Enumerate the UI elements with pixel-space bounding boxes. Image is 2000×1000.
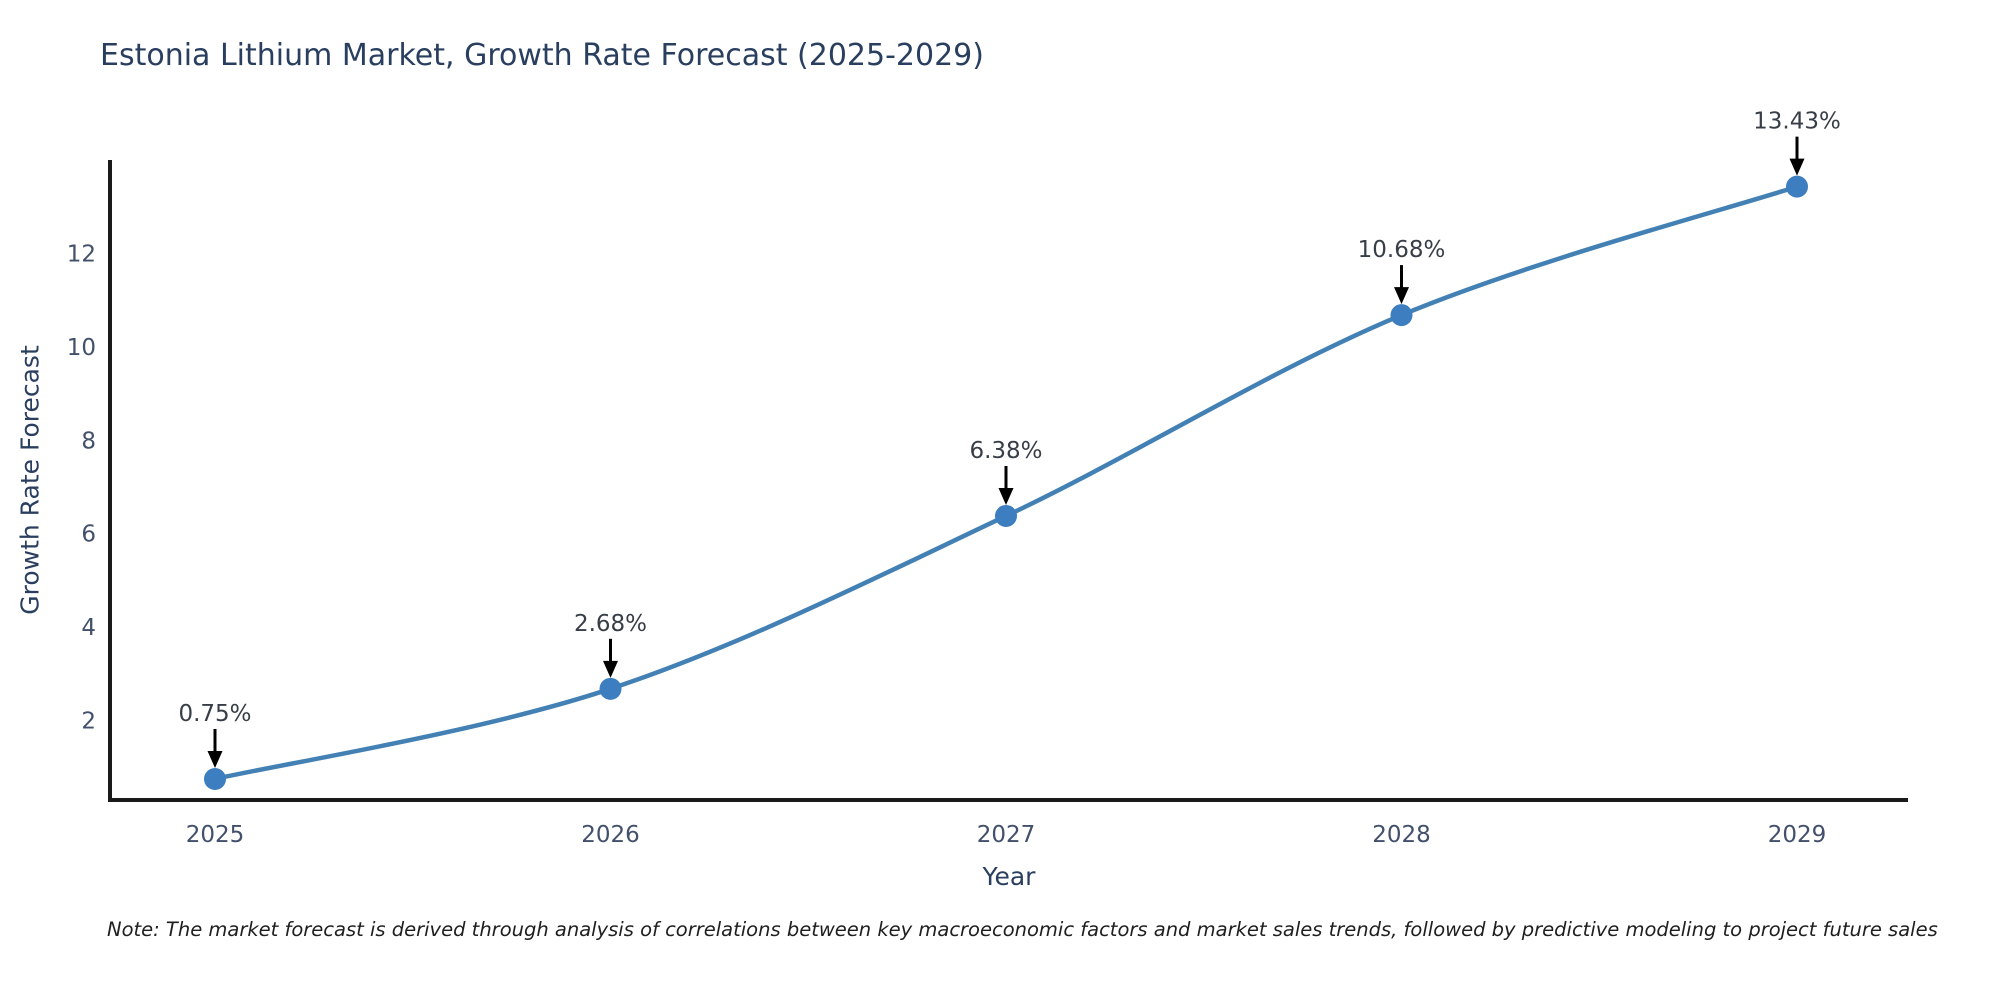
annotation-arrow-head <box>207 750 223 768</box>
annotation-arrow-head <box>1394 287 1409 305</box>
data-point-marker <box>599 677 622 700</box>
data-point-marker <box>204 767 226 790</box>
data-point-marker <box>1390 304 1413 327</box>
x-axis-title: Year <box>982 862 1036 891</box>
data-point-marker <box>995 504 1017 527</box>
annotation-arrow-head <box>998 487 1014 505</box>
y-tick-label: 4 <box>81 615 96 641</box>
x-tick-label: 2028 <box>1372 822 1431 848</box>
x-tick-label: 2029 <box>1768 822 1827 848</box>
y-tick-label: 12 <box>67 241 96 267</box>
y-tick-label: 8 <box>81 428 96 454</box>
y-tick-label: 6 <box>81 522 96 548</box>
y-axis-title: Growth Rate Forecast <box>15 345 45 615</box>
annotation-arrow-head <box>603 660 618 678</box>
data-point-label: 2.68% <box>574 611 647 637</box>
x-tick-label: 2027 <box>977 822 1036 848</box>
x-tick-label: 2026 <box>581 822 640 848</box>
x-tick-label: 2025 <box>186 822 245 848</box>
data-point-label: 10.68% <box>1358 237 1446 263</box>
annotation-arrow-head <box>1789 158 1805 176</box>
footnote: Note: The market forecast is derived thr… <box>107 918 1938 941</box>
data-point-label: 6.38% <box>969 438 1042 464</box>
data-point-marker <box>1786 175 1808 198</box>
y-tick-label: 2 <box>81 709 96 735</box>
data-point-label: 0.75% <box>178 701 251 727</box>
chart-title: Estonia Lithium Market, Growth Rate Fore… <box>100 38 984 73</box>
data-point-label: 13.43% <box>1753 109 1841 135</box>
y-tick-label: 10 <box>67 335 96 361</box>
